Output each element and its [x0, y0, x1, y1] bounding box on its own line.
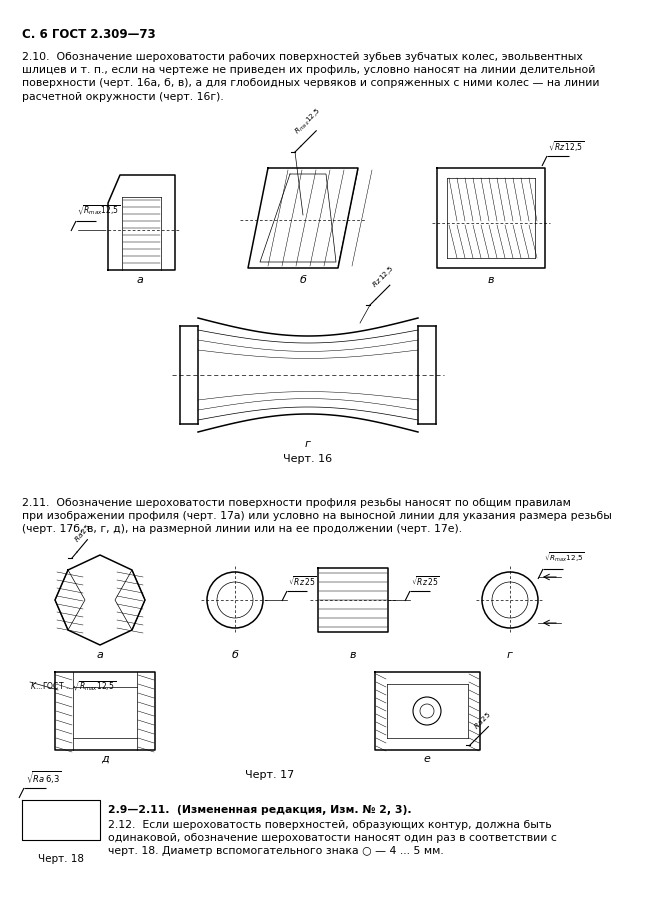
- Text: $\sqrt{Ra\,6{,}3}$: $\sqrt{Ra\,6{,}3}$: [26, 770, 61, 786]
- Text: д: д: [101, 754, 109, 764]
- Text: б: б: [300, 275, 306, 285]
- Text: $R_{max}12{,}5$: $R_{max}12{,}5$: [293, 106, 324, 137]
- Text: $\sqrt{R_{max}12{,}5}$: $\sqrt{R_{max}12{,}5}$: [544, 551, 585, 564]
- Text: г: г: [507, 650, 513, 660]
- Text: Черт. 17: Черт. 17: [245, 770, 295, 780]
- Text: 2.11.  Обозначение шероховатости поверхности профиля резьбы наносят по общим пра: 2.11. Обозначение шероховатости поверхно…: [22, 498, 612, 534]
- Text: 2.12.  Если шероховатость поверхностей, образующих контур, должна быть
одинаково: 2.12. Если шероховатость поверхностей, о…: [108, 820, 557, 856]
- Text: а: а: [136, 275, 143, 285]
- Text: $Rz\,12{,}5$: $Rz\,12{,}5$: [370, 264, 396, 290]
- Text: С. 6 ГОСТ 2.309—73: С. 6 ГОСТ 2.309—73: [22, 28, 156, 41]
- Text: $\sqrt{Rz\,25}$: $\sqrt{Rz\,25}$: [288, 574, 317, 588]
- Text: в: в: [488, 275, 494, 285]
- Text: Черт. 18: Черт. 18: [38, 854, 84, 864]
- Text: 2.9—2.11.  (Измененная редакция, Изм. № 2, 3).: 2.9—2.11. (Измененная редакция, Изм. № 2…: [108, 805, 412, 815]
- Text: $K$...ГОСТ ...$\sqrt{R_{max}12{,}5}$: $K$...ГОСТ ...$\sqrt{R_{max}12{,}5}$: [30, 680, 116, 694]
- Text: $\sqrt{Rz\,12{,}5}$: $\sqrt{Rz\,12{,}5}$: [548, 140, 585, 154]
- Text: $Ra\,25$: $Ra\,25$: [72, 521, 92, 544]
- Text: $\sqrt{Rz\,25}$: $\sqrt{Rz\,25}$: [411, 574, 440, 588]
- Text: $\sqrt{R_{max}12{,}5}$: $\sqrt{R_{max}12{,}5}$: [77, 204, 121, 217]
- Text: 2.10.  Обозначение шероховатости рабочих поверхностей зубьев зубчатых колес, эво: 2.10. Обозначение шероховатости рабочих …: [22, 52, 599, 101]
- Text: а: а: [96, 650, 103, 660]
- Text: г: г: [305, 439, 311, 449]
- Text: в: в: [349, 650, 356, 660]
- Text: е: е: [424, 754, 430, 764]
- Text: б: б: [231, 650, 238, 660]
- Text: Черт. 16: Черт. 16: [284, 454, 333, 464]
- Text: $Ra\,25$: $Ra\,25$: [472, 709, 493, 731]
